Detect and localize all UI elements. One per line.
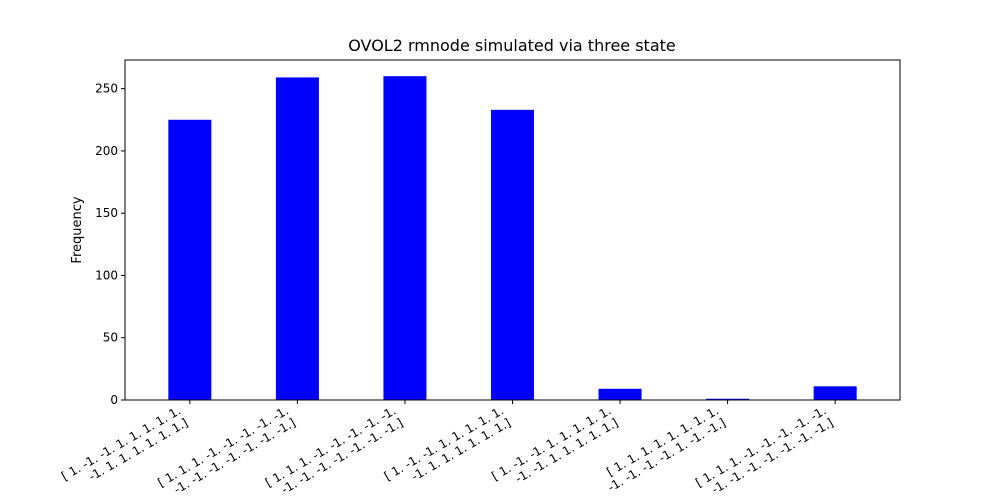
y-tick-label: 200 <box>95 144 118 158</box>
bar <box>813 386 857 400</box>
y-tick-label: 0 <box>110 393 118 407</box>
x-tick-label-line: -1. -1. -1. -1. -1. -1. -1.] <box>279 416 406 497</box>
x-tick-label: [ 1. -1. -1. 1. 1. 1. 1. 1.-1. 1. 1. 1. … <box>382 403 513 483</box>
y-tick-label: 250 <box>95 82 118 96</box>
y-tick-label: 50 <box>103 331 118 345</box>
bars-group <box>168 76 857 401</box>
y-tick-label: 150 <box>95 206 118 220</box>
x-tick-label-line: -1. -1. -1. -1. -1. -1. -1.] <box>709 416 836 497</box>
y-axis-label: Frequency <box>70 196 85 263</box>
bar <box>598 388 642 400</box>
bar <box>168 119 212 401</box>
x-tick-label-line: [ 1. -1. -1. 1. 1. 1. 1. 1. <box>382 403 506 483</box>
bar <box>706 398 750 400</box>
y-axis: 0 50 100 150 200 250 <box>95 82 125 407</box>
x-axis: [ 1. -1. -1. 1. 1. 1. 1. 1.-1. 1. 1. 1. … <box>59 400 836 497</box>
bar <box>275 77 319 400</box>
y-tick-label: 100 <box>95 268 118 282</box>
bar <box>490 109 535 401</box>
chart-title: OVOL2 rmnode simulated via three state <box>348 36 676 55</box>
bar <box>383 76 427 400</box>
x-tick-label: [ 1. -1. -1. 1. 1. 1. 1. 1.-1. -1. 1. 1.… <box>489 403 620 485</box>
x-tick-label-line: [ 1. -1. -1. 1. 1. 1. 1. 1. <box>489 403 613 483</box>
